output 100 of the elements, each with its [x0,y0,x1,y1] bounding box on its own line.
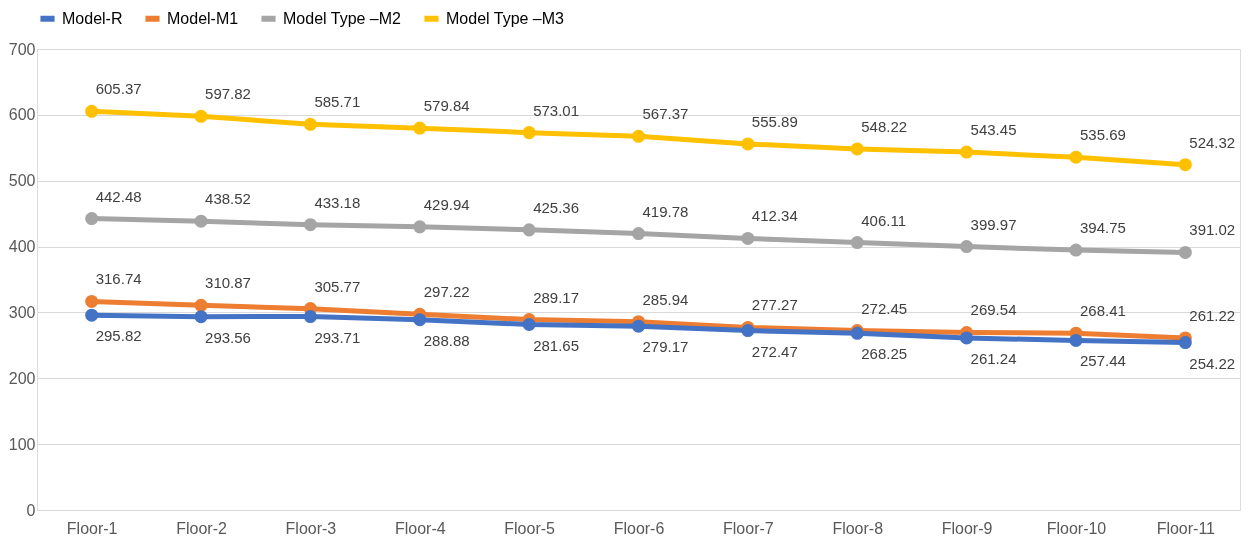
legend-label: Model Type –M2 [283,9,402,27]
legend-label: Model-M1 [167,9,239,27]
point [85,104,99,118]
x-tick-label: Floor-9 [941,519,993,537]
y-tick-label: 400 [8,238,36,256]
x-tick-label: Floor-3 [285,519,337,537]
y-tick-label: 100 [8,435,36,453]
point [741,324,755,338]
data-label: 254.22 [1189,354,1236,372]
data-label: 293.56 [205,328,251,346]
point [1069,333,1083,347]
data-label: 419.78 [642,202,689,220]
point [1069,150,1083,164]
data-label: 425.36 [533,198,580,216]
data-label: 297.22 [423,283,470,301]
point [1178,336,1192,350]
point [960,240,974,254]
point [522,126,536,140]
x-tick-label: Floor-6 [613,519,665,537]
data-label: 573.01 [533,101,580,119]
point [194,109,208,123]
point [85,308,99,322]
data-label: 399.97 [970,215,1017,233]
point [741,137,755,151]
data-label: 555.89 [751,112,798,130]
y-tick-label: 700 [8,40,36,58]
data-label: 605.37 [95,80,142,98]
point [194,214,208,228]
point [631,129,646,143]
point [413,121,427,135]
data-label: 257.44 [1079,352,1126,370]
data-label: 535.69 [1079,126,1126,144]
data-label: 412.34 [751,207,798,225]
point [303,218,317,232]
data-label: 305.77 [314,277,361,295]
data-label: 295.82 [95,327,142,345]
point [413,313,427,327]
x-tick-label: Floor-11 [1156,519,1216,537]
x-tick-label: Floor-5 [504,519,556,537]
point [1178,245,1192,259]
data-label: 269.54 [970,301,1017,319]
data-label: 597.82 [205,85,251,103]
legend-label: Model-R [62,9,123,27]
point [631,319,646,333]
y-tick-label: 0 [26,501,36,519]
data-label: 579.84 [423,97,470,115]
point [960,331,974,345]
data-label: 433.18 [314,193,361,211]
data-label: 442.48 [95,187,142,205]
data-label: 406.11 [861,211,906,229]
x-tick-label: Floor-1 [66,519,118,537]
point [522,223,536,237]
data-label: 438.52 [205,190,251,208]
data-label: 261.24 [970,349,1017,367]
y-tick-label: 600 [8,106,36,124]
point [850,142,864,156]
y-tick-label: 500 [8,172,36,190]
point [194,298,208,312]
data-label: 289.17 [533,288,580,306]
x-tick-label: Floor-10 [1046,519,1107,537]
point [85,212,99,226]
data-label: 567.37 [642,105,689,123]
y-tick-label: 200 [8,369,36,387]
point [741,231,755,245]
data-label: 548.22 [861,117,908,135]
data-label: 281.65 [533,336,580,354]
point [960,145,974,159]
point [850,236,864,250]
data-label: 268.25 [861,345,908,363]
x-tick-label: Floor-7 [723,519,774,537]
data-label: 261.22 [1189,306,1236,324]
data-label: 524.32 [1189,133,1236,151]
legend-label: Model Type –M3 [446,9,565,27]
x-tick-label: Floor-2 [176,519,227,537]
point [1178,158,1192,172]
point [1069,243,1083,257]
data-label: 293.71 [314,328,361,346]
data-label: 316.74 [95,270,142,288]
data-label: 394.75 [1079,219,1126,237]
point [85,294,99,308]
data-label: 277.27 [751,296,798,314]
point [522,318,536,332]
data-label: 310.87 [205,274,251,292]
point [194,310,208,324]
data-label: 429.94 [423,195,470,213]
point [303,117,317,131]
data-label: 279.17 [642,338,689,356]
data-label: 285.94 [642,290,689,308]
data-label: 272.47 [751,342,798,360]
x-tick-label: Floor-4 [394,519,446,537]
data-label: 391.02 [1189,221,1236,239]
x-tick-label: Floor-8 [832,519,884,537]
point [303,310,317,324]
data-label: 585.71 [314,93,361,111]
data-label: 543.45 [970,121,1017,139]
data-label: 268.41 [1079,302,1126,320]
point [413,220,427,234]
data-label: 288.88 [423,331,470,349]
data-label: 272.45 [861,299,908,317]
point [631,227,646,241]
